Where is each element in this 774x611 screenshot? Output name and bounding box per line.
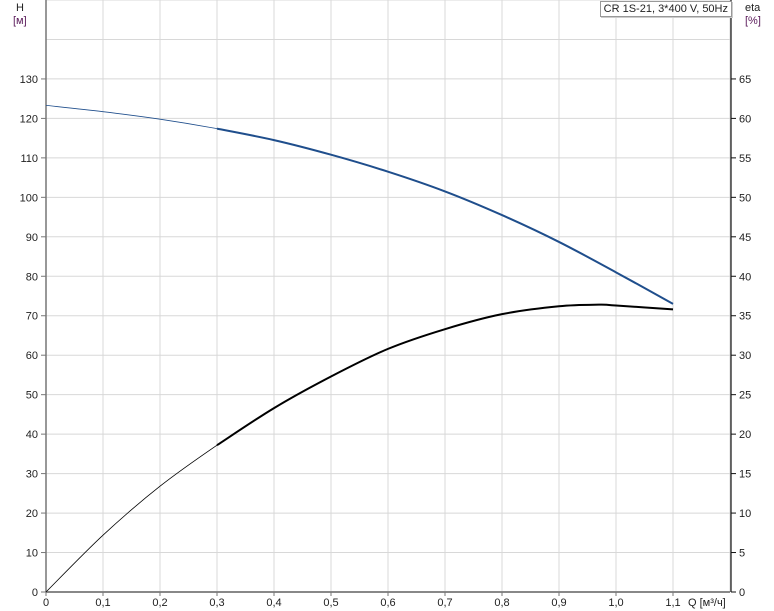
- x-tick-label: 0,5: [323, 597, 338, 609]
- x-tick-label: 0,4: [266, 597, 281, 609]
- x-tick-label: 0,6: [380, 597, 395, 609]
- x-axis-label: Q [м³/ч]: [688, 597, 726, 609]
- y-tick-label: 80: [26, 271, 38, 283]
- x-tick-label: 1,0: [608, 597, 623, 609]
- y2-tick-label: 60: [739, 113, 751, 125]
- y-tick-label: 50: [26, 390, 38, 402]
- y2-tick-label: 35: [739, 311, 751, 323]
- x-tick-label: 0: [43, 597, 49, 609]
- y-tick-label: 130: [20, 74, 38, 86]
- x-tick-label: 0,1: [95, 597, 110, 609]
- head-curve-operating: [216, 127, 674, 305]
- y2-tick-label: 45: [739, 232, 751, 244]
- y2-tick-label: 65: [739, 74, 751, 86]
- y-tick-label: 70: [26, 311, 38, 323]
- efficiency-curve-full: [45, 304, 674, 593]
- y2-axis-label: eta: [745, 2, 761, 14]
- y2-axis-unit: [%]: [745, 15, 761, 27]
- y-tick-label: 100: [20, 192, 38, 204]
- y2-tick-label: 0: [739, 587, 745, 599]
- y-tick-label: 40: [26, 429, 38, 441]
- y-tick-label: 90: [26, 232, 38, 244]
- y2-tick-label: 50: [739, 192, 751, 204]
- y-tick-label: 110: [20, 153, 38, 165]
- x-tick-label: 1,1: [665, 597, 680, 609]
- y-tick-label: 30: [26, 469, 38, 481]
- y2-tick-label: 10: [739, 508, 751, 520]
- y-tick-label: 60: [26, 350, 38, 362]
- y-axis-unit: [м]: [13, 15, 27, 27]
- x-tick-label: 0,8: [494, 597, 509, 609]
- y2-tick-label: 5: [739, 548, 745, 560]
- y2-tick-label: 55: [739, 153, 751, 165]
- x-tick-label: 0,2: [152, 597, 167, 609]
- y-tick-label: 0: [32, 587, 38, 599]
- x-tick-label: 0,3: [209, 597, 224, 609]
- chart-title: CR 1S-21, 3*400 V, 50Hz: [599, 1, 732, 17]
- y2-tick-label: 20: [739, 429, 751, 441]
- y2-tick-label: 25: [739, 390, 751, 402]
- y-tick-label: 10: [26, 548, 38, 560]
- y2-tick-label: 15: [739, 469, 751, 481]
- head-curve-full: [45, 104, 674, 305]
- y-axis-label: H: [16, 2, 24, 14]
- efficiency-curve-operating: [216, 303, 674, 447]
- x-tick-label: 0,7: [437, 597, 452, 609]
- y-tick-label: 20: [26, 508, 38, 520]
- x-tick-label: 0,9: [551, 597, 566, 609]
- y-tick-label: 120: [20, 113, 38, 125]
- y2-tick-label: 30: [739, 350, 751, 362]
- y2-tick-label: 40: [739, 271, 751, 283]
